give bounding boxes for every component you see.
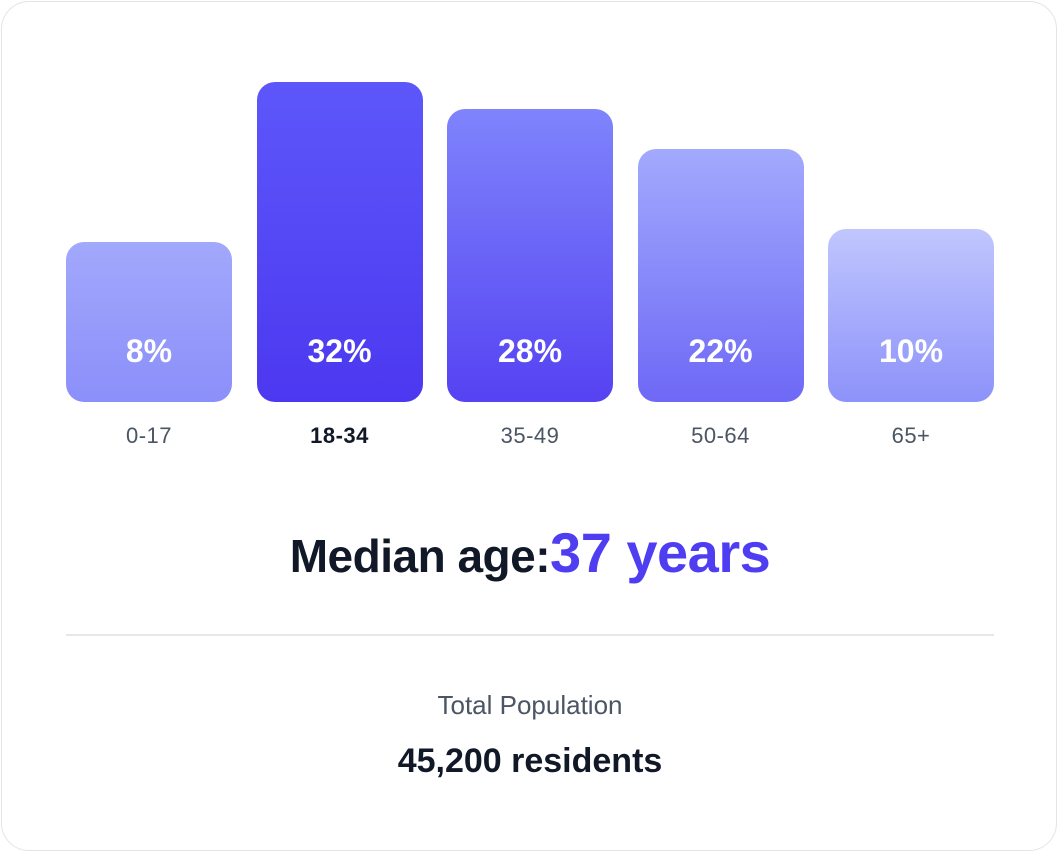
bar-value-label: 22% bbox=[688, 332, 753, 369]
age-distribution-chart: 8% 0-17 32% 18-34 28% 35-49 22% 50-64 10% 65+ bbox=[66, 82, 994, 448]
median-age-label: Median age: bbox=[289, 530, 551, 582]
category-label-0-17: 0-17 bbox=[125, 423, 173, 448]
bar-0-17: 8% bbox=[66, 242, 232, 402]
bar-65+: 10% bbox=[828, 228, 994, 402]
median-age-value: 37 years bbox=[550, 521, 771, 584]
category-label-35-49: 35-49 bbox=[500, 423, 560, 448]
total-population-label: Total Population bbox=[437, 690, 623, 720]
bar-50-64: 22% bbox=[637, 148, 804, 402]
total-population-value: 45,200 residents bbox=[397, 742, 663, 780]
category-label-65+: 65+ bbox=[891, 423, 931, 448]
bar-value-label: 10% bbox=[878, 332, 944, 369]
median-age: Median age:37 years bbox=[0, 520, 1060, 585]
category-label-50-64: 50-64 bbox=[691, 423, 750, 448]
bar-value-label: 28% bbox=[497, 332, 563, 369]
divider bbox=[66, 634, 994, 636]
bar-value-label: 8% bbox=[125, 333, 173, 369]
bar-18-34: 32% bbox=[256, 82, 423, 402]
bar-35-49: 28% bbox=[447, 108, 613, 402]
category-label-18-34: 18-34 bbox=[310, 423, 369, 448]
bar-value-label: 32% bbox=[307, 333, 372, 369]
